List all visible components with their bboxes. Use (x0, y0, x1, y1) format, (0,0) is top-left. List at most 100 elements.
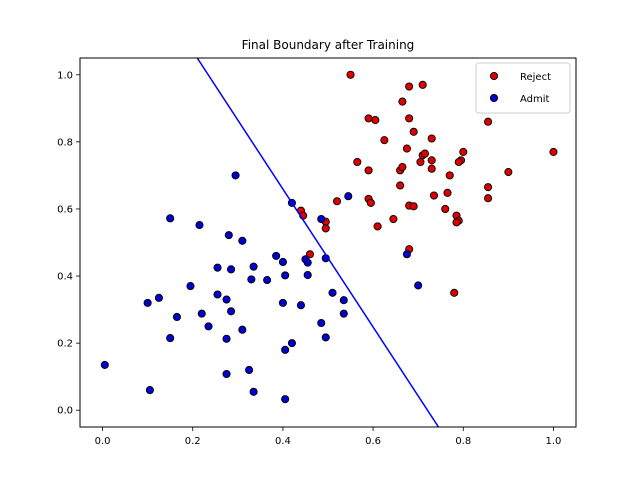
point-admit (227, 265, 236, 274)
point-reject (353, 157, 362, 167)
point-admit (222, 334, 231, 343)
plot-area (80, 58, 576, 427)
point-admit (278, 298, 287, 307)
x-tick-label: 0.4 (275, 436, 291, 447)
point-reject (409, 127, 418, 136)
point-admit (263, 276, 272, 285)
legend: Reject Admit (475, 62, 571, 114)
point-reject (427, 156, 436, 165)
point-admit (328, 288, 337, 297)
point-admit (213, 263, 222, 272)
point-admit (281, 271, 290, 280)
point-reject (364, 166, 373, 175)
point-admit (402, 250, 411, 259)
x-tick-label: 0.6 (365, 436, 381, 447)
point-admit (204, 322, 213, 331)
chart-title: Final Boundary after Training (242, 38, 415, 52)
decision-boundary (196, 58, 440, 427)
point-reject (504, 168, 513, 177)
point-reject (389, 214, 398, 224)
point-admit (143, 298, 152, 307)
legend-label-admit: Admit (520, 94, 550, 105)
point-reject (459, 147, 468, 156)
x-tick-label: 0.0 (95, 436, 111, 447)
point-reject (402, 144, 411, 153)
point-admit (414, 281, 423, 290)
point-reject (549, 147, 558, 156)
point-reject (405, 114, 414, 123)
point-admit (303, 258, 312, 267)
point-reject (405, 82, 414, 91)
point-admit (317, 214, 326, 224)
point-admit (238, 325, 247, 334)
y-tick-label: 1.0 (57, 70, 73, 81)
x-tick-label: 0.8 (455, 436, 471, 447)
legend-marker-reject (489, 71, 499, 81)
point-reject (416, 157, 425, 167)
point-admit (245, 365, 254, 375)
point-reject (346, 70, 355, 79)
point-admit (317, 318, 326, 328)
point-reject (429, 191, 439, 200)
point-admit (272, 251, 281, 260)
point-admit (145, 386, 154, 395)
point-admit (339, 296, 348, 305)
point-reject (398, 97, 407, 106)
point-admit (249, 387, 258, 396)
point-admit (296, 301, 305, 310)
point-admit (339, 309, 348, 318)
legend-box (475, 62, 571, 114)
point-reject (366, 198, 375, 207)
point-admit (287, 339, 296, 348)
point-reject (420, 149, 429, 158)
point-reject (321, 224, 330, 233)
point-reject (418, 80, 427, 89)
point-reject (398, 162, 407, 172)
point-admit (231, 171, 240, 180)
y-tick-label: 0.8 (57, 137, 73, 148)
point-admit (100, 360, 109, 369)
y-tick-label: 0.4 (57, 272, 73, 283)
point-reject (427, 164, 436, 173)
point-admit (166, 334, 175, 343)
point-admit (186, 282, 195, 291)
point-admit (281, 395, 290, 404)
point-reject (452, 218, 461, 227)
point-reject (371, 116, 380, 125)
point-admit (344, 192, 353, 201)
legend-label-reject: Reject (520, 72, 551, 83)
point-admit (154, 293, 163, 302)
point-admit (249, 262, 258, 271)
point-admit (166, 214, 175, 223)
point-reject (332, 197, 342, 206)
point-admit (222, 295, 231, 304)
point-admit (278, 257, 287, 267)
point-reject (380, 136, 389, 145)
y-tick-label: 0.6 (57, 204, 73, 215)
point-reject (364, 114, 373, 123)
x-tick-label: 1.0 (546, 436, 562, 447)
point-admit (321, 333, 330, 342)
point-admit (172, 312, 181, 322)
point-reject (443, 188, 452, 197)
y-tick-label: 0.2 (57, 339, 73, 350)
y-tick-label: 0.0 (57, 406, 73, 417)
point-reject (373, 222, 382, 231)
point-reject (445, 171, 454, 180)
x-axis: 0.0 0.2 0.4 0.6 0.8 1.0 (95, 427, 562, 447)
point-admit (222, 369, 231, 379)
point-admit (197, 309, 206, 318)
point-admit (303, 270, 312, 280)
x-tick-label: 0.2 (185, 436, 201, 447)
point-reject (484, 183, 493, 192)
point-reject (450, 288, 459, 297)
point-reject (484, 194, 493, 203)
point-admit (247, 275, 256, 284)
point-admit (195, 221, 204, 230)
point-reject (484, 117, 493, 126)
point-admit (227, 307, 236, 316)
point-reject (454, 157, 463, 167)
boundary-line (196, 58, 440, 427)
point-reject (396, 181, 405, 190)
